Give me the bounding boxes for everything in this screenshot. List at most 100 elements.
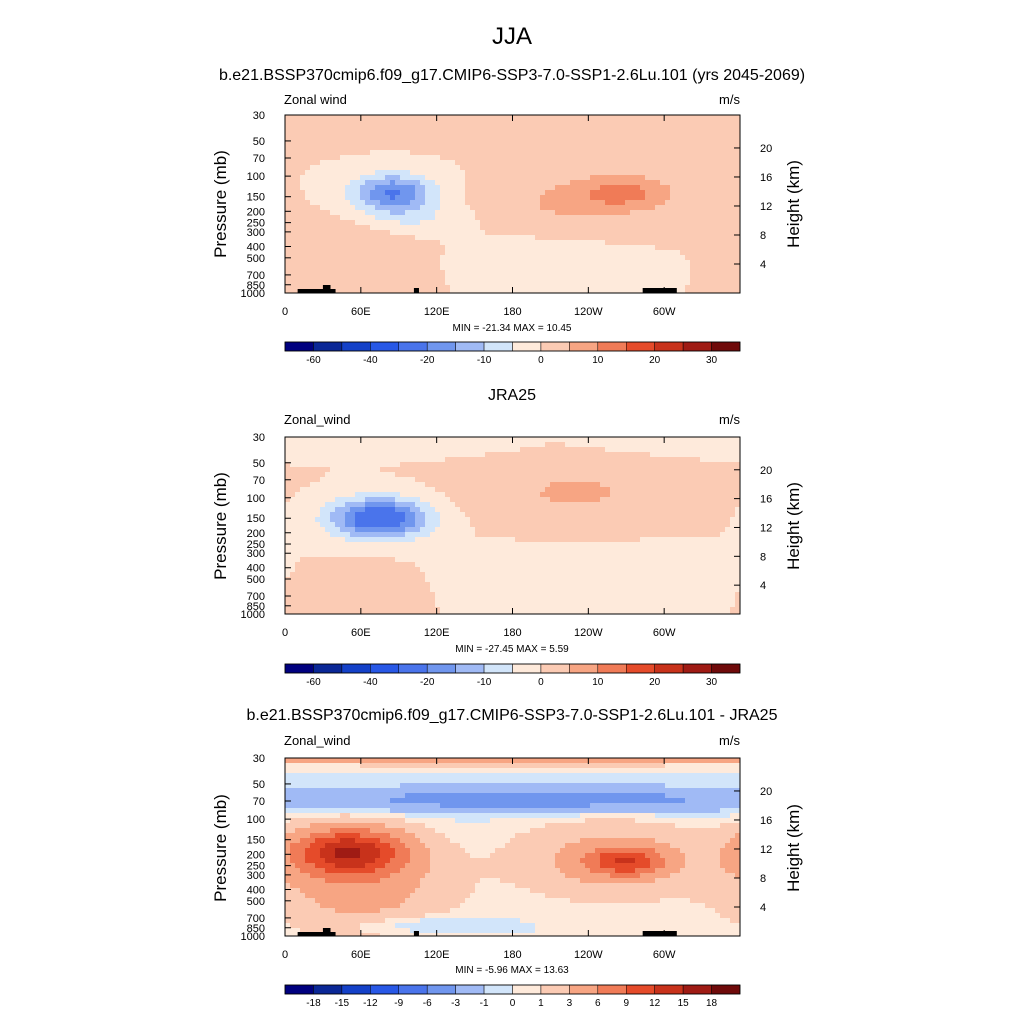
field-cell [485,582,491,588]
field-cell [445,487,451,493]
colorbar-swatch [370,341,399,352]
field-cell [375,592,381,598]
field-cell [550,240,556,246]
field-cell [295,260,301,266]
field-cell [335,557,341,563]
field-cell [530,260,536,266]
field-cell [675,195,681,201]
field-cell [600,245,606,251]
field-cell [445,270,451,276]
field-cell [320,457,326,463]
field-cell [440,517,446,523]
field-cell [310,230,316,236]
field-cell [615,190,621,196]
field-cell [590,170,596,176]
field-cell [625,145,631,151]
field-cell [550,115,556,121]
field-cell [360,447,366,453]
field-cell [420,230,426,236]
field-cell [375,482,381,488]
field-cell [425,145,431,151]
field-cell [500,472,506,478]
field-cell [545,210,551,216]
field-cell [285,235,291,241]
field-cell [545,275,551,281]
field-cell [305,135,311,141]
field-cell [445,592,451,598]
field-cell [420,250,426,256]
field-cell [390,150,396,156]
field-cell [400,230,406,236]
field-cell [610,145,616,151]
field-cell [525,210,531,216]
field-cell [355,290,361,293]
field-cell [680,225,686,231]
field-cell [490,462,496,468]
field-cell [320,567,326,573]
field-cell [460,235,466,241]
field-cell [385,507,391,513]
field-cell [380,220,386,226]
field-cell [605,155,611,161]
field-cell [625,205,631,211]
field-cell [315,602,321,608]
x-tick-label: 60E [351,306,371,318]
field-cell [645,160,651,166]
field-cell [325,260,331,266]
field-cell [640,130,646,136]
field-cell [355,275,361,281]
field-cell [690,205,696,211]
field-cell [295,587,301,593]
field-cell [590,270,596,276]
field-cell [730,225,736,231]
field-cell [625,235,631,241]
field-cell [430,170,436,176]
field-cell [595,260,601,266]
field-cell [650,280,656,286]
field-cell [360,612,366,614]
field-cell [350,527,356,533]
field-cell [425,240,431,246]
panel-2-title: JRA25 [488,387,536,404]
field-cell [695,145,701,151]
field-cell [500,512,506,518]
field-cell [460,537,466,543]
field-cell [405,125,411,131]
field-cell [630,280,636,286]
field-cell [385,190,391,196]
field-cell [430,215,436,221]
field-cell [605,200,611,206]
field-cell [590,175,596,181]
field-cell [605,285,611,291]
field-cell [500,542,506,548]
field-cell [360,582,366,588]
field-cell [335,255,341,261]
field-cell [510,210,516,216]
field-cell [360,502,366,508]
field-cell [300,587,306,593]
field-cell [635,140,641,146]
field-cell [480,472,486,478]
field-cell [725,285,731,291]
field-cell [685,140,691,146]
field-cell [665,275,671,281]
field-cell [305,190,311,196]
field-cell [390,255,396,261]
field-cell [360,260,366,266]
field-cell [615,260,621,266]
field-cell [480,582,486,588]
field-cell [325,452,331,458]
field-cell [480,265,486,271]
field-cell [640,175,646,181]
field-cell [360,607,366,613]
field-cell [560,140,566,146]
field-cell [580,270,586,276]
field-cell [625,190,631,196]
field-cell [385,597,391,603]
field-cell [565,275,571,281]
field-cell [460,477,466,483]
field-cell [530,230,536,236]
field-cell [320,275,326,281]
field-cell [730,275,736,281]
field-cell [660,175,666,181]
